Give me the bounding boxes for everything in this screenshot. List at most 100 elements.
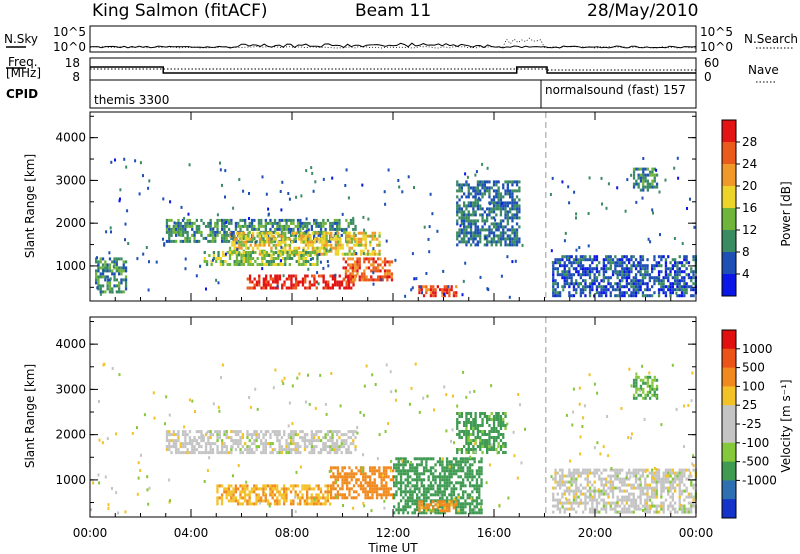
heatmap-cell xyxy=(492,424,496,427)
heatmap-cell xyxy=(388,260,391,264)
heatmap-cell xyxy=(262,286,265,290)
heatmap-cell xyxy=(614,471,617,475)
heatmap-cell xyxy=(685,255,688,259)
heatmap-cell xyxy=(250,436,254,440)
heatmap-cell xyxy=(628,294,631,298)
heatmap-cell xyxy=(605,255,608,259)
heatmap-cell xyxy=(306,445,309,449)
heatmap-cell xyxy=(593,273,596,277)
heatmap-cell xyxy=(591,510,594,514)
heatmap-cell xyxy=(463,216,466,220)
heatmap-cell xyxy=(336,469,340,473)
heatmap-cell xyxy=(561,258,564,262)
scatter-cell xyxy=(549,193,552,196)
heatmap-cell xyxy=(416,508,419,512)
heatmap-cell xyxy=(223,487,226,491)
heatmap-cell xyxy=(260,221,263,225)
heatmap-cell xyxy=(614,507,617,511)
heatmap-cell xyxy=(635,384,638,388)
heatmap-cell xyxy=(466,466,469,470)
heatmap-cell xyxy=(106,266,109,270)
heatmap-cell xyxy=(556,261,559,265)
heatmap-cell xyxy=(476,186,480,190)
heatmap-cell xyxy=(559,483,562,487)
heatmap-cell xyxy=(625,285,628,289)
heatmap-cell xyxy=(518,216,521,220)
heatmap-cell xyxy=(277,257,280,260)
heatmap-cell xyxy=(432,506,435,510)
scatter-cell xyxy=(614,271,617,275)
heatmap-cell xyxy=(343,286,346,290)
heatmap-cell xyxy=(341,475,344,479)
heatmap-cell xyxy=(468,463,472,467)
heatmap-cell xyxy=(563,270,566,274)
heatmap-cell xyxy=(360,275,364,279)
heatmap-cell xyxy=(680,492,684,496)
heatmap-cell xyxy=(429,472,433,476)
heatmap-cell xyxy=(467,201,470,205)
heatmap-cell xyxy=(242,240,245,244)
heatmap-cell xyxy=(582,267,585,271)
heatmap-cell xyxy=(463,424,466,427)
heatmap-cell xyxy=(337,234,340,238)
heatmap-cell xyxy=(113,272,116,276)
heatmap-cell xyxy=(95,260,98,264)
heatmap-cell xyxy=(220,496,224,500)
heatmap-cell xyxy=(588,486,592,490)
scatter-cell xyxy=(168,478,171,482)
heatmap-cell xyxy=(253,227,256,231)
heatmap-cell xyxy=(248,221,251,225)
heatmap-cell xyxy=(346,240,349,244)
heatmap-cell xyxy=(582,273,585,277)
heatmap-cell xyxy=(476,198,480,202)
heatmap-cell xyxy=(439,503,442,507)
heatmap-cell xyxy=(177,230,180,234)
heatmap-cell xyxy=(669,285,672,289)
heatmap-cell xyxy=(642,182,645,186)
nsky-tick-top-right: 10^5 xyxy=(700,25,733,39)
heatmap-cell xyxy=(397,487,400,491)
heatmap-cell xyxy=(473,487,476,491)
heatmap-cell xyxy=(277,254,280,257)
heatmap-cell xyxy=(635,167,638,171)
heatmap-cell xyxy=(490,186,493,190)
heatmap-cell xyxy=(331,445,334,449)
heatmap-cell xyxy=(644,288,647,292)
heatmap-cell xyxy=(310,496,313,500)
heatmap-cell xyxy=(337,252,340,256)
heatmap-cell xyxy=(369,243,372,247)
heatmap-cell xyxy=(172,445,175,449)
heatmap-cell xyxy=(481,412,484,415)
heatmap-cell xyxy=(644,486,647,490)
heatmap-cell xyxy=(285,221,288,225)
heatmap-cell xyxy=(193,451,196,455)
heatmap-cell xyxy=(354,275,357,279)
heatmap-cell xyxy=(342,227,346,231)
heatmap-cell xyxy=(319,439,323,443)
heatmap-cell xyxy=(232,496,235,500)
scatter-cell xyxy=(319,373,322,377)
heatmap-cell xyxy=(246,451,249,455)
scatter-cell xyxy=(109,226,112,230)
heatmap-cell xyxy=(113,257,116,261)
heatmap-cell xyxy=(644,267,647,271)
heatmap-cell xyxy=(395,481,398,485)
heatmap-cell xyxy=(406,502,410,506)
heatmap-cell xyxy=(467,445,470,448)
heatmap-cell xyxy=(472,186,475,190)
heatmap-cell xyxy=(471,502,474,506)
heatmap-cell xyxy=(267,221,270,225)
heatmap-cell xyxy=(690,279,693,283)
heatmap-cell xyxy=(270,234,273,238)
heatmap-cell xyxy=(632,255,635,259)
scatter-cell xyxy=(383,190,386,194)
heatmap-cell xyxy=(276,224,279,228)
heatmap-cell xyxy=(653,264,656,268)
heatmap-cell xyxy=(293,254,296,257)
heatmap-cell xyxy=(471,484,474,488)
heatmap-cell xyxy=(644,375,647,379)
heatmap-cell xyxy=(243,484,247,488)
scatter-cell xyxy=(124,222,127,226)
heatmap-cell xyxy=(294,445,297,449)
heatmap-cell xyxy=(457,493,460,497)
